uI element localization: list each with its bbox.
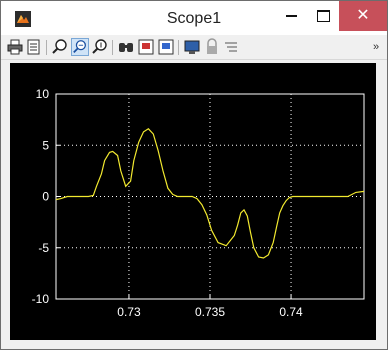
zoom-y-icon[interactable] [91,38,109,56]
close-button[interactable]: ✕ [339,1,387,31]
y-tick-label: -10 [32,292,50,306]
toolbar-separator [178,40,179,55]
y-tick-label: 10 [36,87,50,101]
signal-trace [55,128,365,259]
simulink-app-icon [15,11,31,27]
minimize-icon [285,15,297,17]
minimize-button[interactable] [276,1,306,31]
y-tick-label: 5 [42,138,49,152]
y-tick-label: -5 [38,241,49,255]
toolbar-separator [46,40,47,55]
floating-scope-icon[interactable] [183,38,201,56]
zoom-x-icon[interactable] [71,38,89,56]
close-icon: ✕ [356,7,370,24]
save-axes-icon[interactable] [137,38,155,56]
zoom-icon[interactable] [51,38,69,56]
scope-plot[interactable]: 0.73 0.735 0.74 10 5 0 -5 -10 [10,63,376,340]
maximize-button[interactable] [308,1,338,31]
toolbar-separator [112,40,113,55]
window-title: Scope1 [166,10,222,27]
maximize-icon [316,10,330,22]
title-bar[interactable]: Scope1 ✕ [1,1,387,35]
x-tick-label: 0.735 [195,305,225,319]
print-icon[interactable] [6,38,24,56]
x-tick-label: 0.74 [279,305,303,319]
x-tick-label: 0.73 [117,305,141,319]
lock-icon[interactable] [203,38,221,56]
binoculars-icon[interactable] [117,38,135,56]
parameters-icon[interactable] [25,38,43,56]
restore-axes-icon[interactable] [157,38,175,56]
chevron-right-icon[interactable]: » [373,41,380,53]
y-tick-label: 0 [42,190,49,204]
plot-axes-frame [55,93,365,300]
toolbar: » [1,35,387,60]
scope-display: 0.73 0.735 0.74 10 5 0 -5 -10 [10,63,376,340]
signal-selection-icon[interactable] [223,38,241,56]
